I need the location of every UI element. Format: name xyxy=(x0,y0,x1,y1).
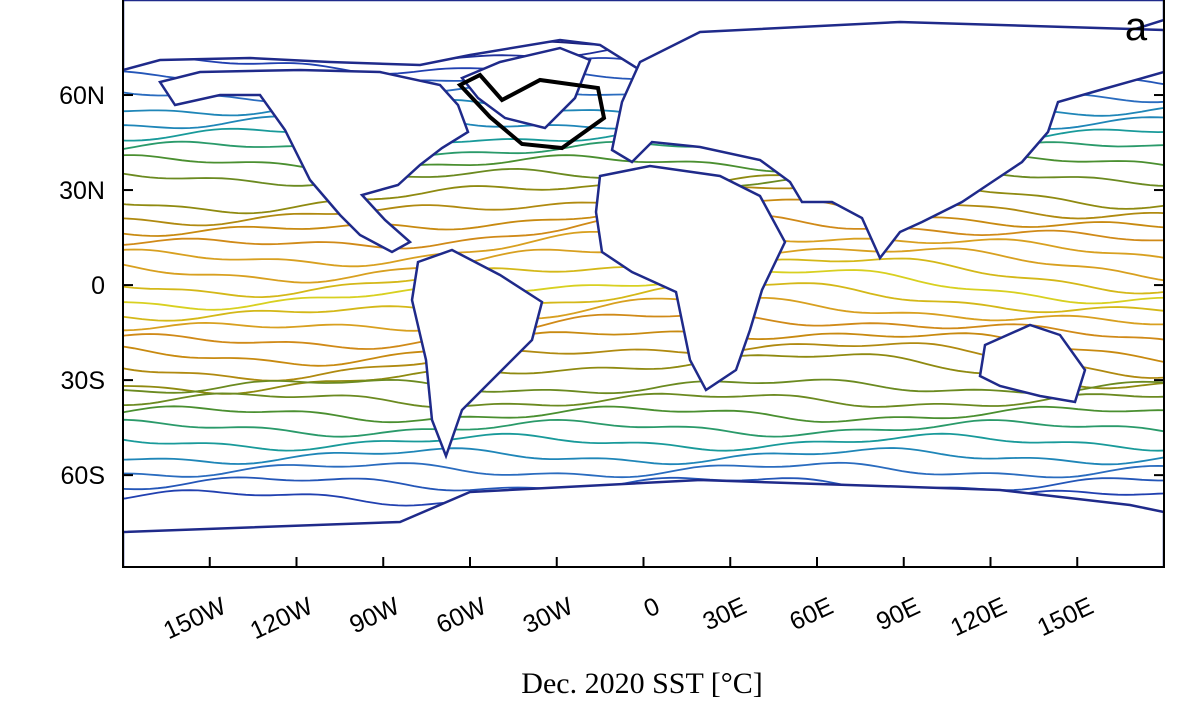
contour-line xyxy=(123,313,1164,350)
y-tick-label: 30N xyxy=(59,177,105,205)
contour-line xyxy=(123,405,1164,424)
contour-line xyxy=(123,432,1164,452)
x-tick-label: 60E xyxy=(785,592,837,636)
y-tick-label: 30S xyxy=(61,367,105,395)
x-tick-label: 120E xyxy=(946,592,1011,642)
x-tick-label: 30W xyxy=(519,592,578,639)
x-tick-label: 120W xyxy=(246,592,317,645)
contour-line xyxy=(123,282,1164,322)
contour-line xyxy=(123,418,1164,438)
x-tick-label: 60W xyxy=(432,592,491,639)
region-outline xyxy=(456,72,607,151)
contour-line xyxy=(123,296,1164,332)
africa xyxy=(594,164,787,392)
contour-line xyxy=(123,447,1164,466)
contour-line xyxy=(123,461,1164,479)
contour-line xyxy=(123,330,1164,367)
eurasia xyxy=(610,20,1164,261)
south-america xyxy=(410,248,544,460)
land xyxy=(123,0,1164,567)
y-tick-label: 60S xyxy=(61,462,105,490)
contour-line xyxy=(123,392,1164,409)
panel-label: a xyxy=(1125,5,1148,49)
antarctica xyxy=(123,478,1164,567)
x-tick-label: 0 xyxy=(640,592,664,623)
x-tick-label: 30E xyxy=(699,592,751,636)
x-tick-label: 150E xyxy=(1033,592,1098,642)
x-tick-label: 150W xyxy=(159,592,230,645)
y-tick-label: 60N xyxy=(59,82,105,110)
contour-line xyxy=(123,378,1164,395)
contour-line xyxy=(123,269,1164,311)
x-tick-label: 90E xyxy=(872,592,924,636)
australia xyxy=(978,323,1087,404)
y-tick-label: 0 xyxy=(91,272,105,300)
x-axis-label: Dec. 2020 SST [°C] xyxy=(521,667,762,700)
x-tick-label: 90W xyxy=(345,592,404,639)
north-america xyxy=(157,68,470,254)
